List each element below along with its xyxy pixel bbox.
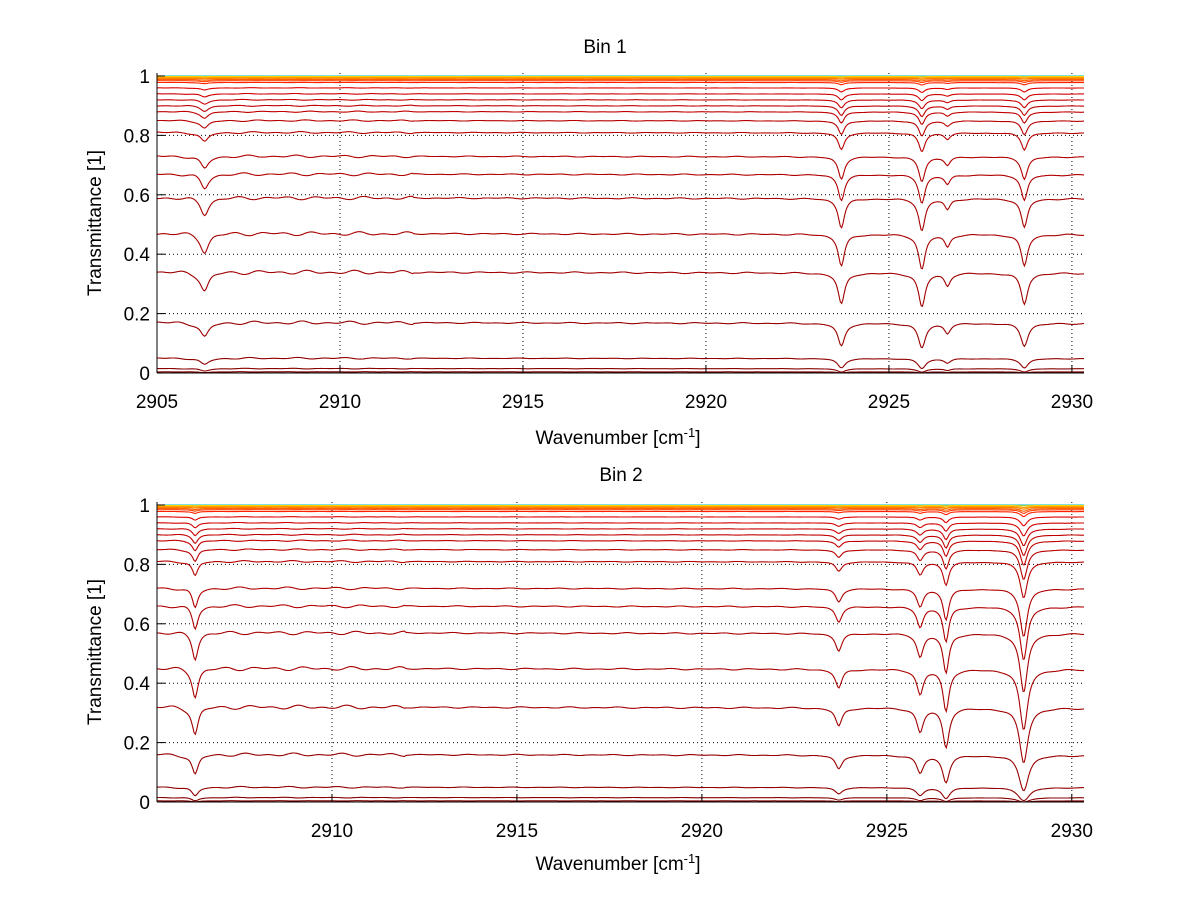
x-axis-label: Wavenumber [cm-1] (535, 425, 700, 449)
x-axis-label: Wavenumber [cm-1] (535, 851, 700, 875)
x-tick-label: 2910 (311, 821, 353, 842)
grid (157, 73, 1084, 373)
series-line (157, 667, 1084, 730)
series-line (157, 82, 1084, 85)
series-line (157, 99, 1084, 108)
axes: 2905 2910 2915 2920 2925 2930 0 0.2 0.4 0.6 0.8 1 (124, 67, 1093, 413)
x-tick-label: 2910 (319, 392, 361, 413)
x-tick-label: 2925 (866, 821, 908, 842)
x-tick-label: 2915 (502, 392, 544, 413)
x-axis-label-main: Wavenumber [cm (535, 428, 683, 449)
x-tick-label: 2930 (1051, 821, 1093, 842)
panel-bin-1: Bin 1 Transmittance [1] Wavenumber [cm-1… (85, 37, 1093, 449)
series-line (157, 753, 1084, 790)
series-line (157, 517, 1084, 526)
y-tick-label: 1 (139, 67, 150, 88)
x-tick-label: 2905 (136, 392, 178, 413)
series-group (157, 505, 1084, 802)
series-line (157, 120, 1084, 136)
y-tick-label: 0.6 (124, 186, 150, 207)
series-line (157, 111, 1084, 124)
y-tick-label: 0.4 (124, 674, 151, 695)
y-tick-label: 0.8 (124, 555, 150, 576)
series-line (157, 605, 1084, 660)
y-tick-label: 1 (139, 496, 150, 517)
series-line (157, 587, 1084, 636)
chart-title: Bin 2 (599, 465, 642, 486)
series-line (157, 357, 1084, 368)
series-line (157, 549, 1084, 579)
series-line (157, 270, 1084, 306)
x-tick-label: 2915 (496, 821, 538, 842)
series-line (157, 321, 1084, 348)
y-axis-label: Transmittance [1] (85, 579, 106, 725)
x-tick-label: 2930 (1051, 392, 1093, 413)
series-line (157, 534, 1084, 555)
chart-title: Bin 1 (583, 37, 626, 58)
y-tick-label: 0 (139, 793, 150, 814)
series-line (157, 88, 1084, 93)
x-axis-label-main: Wavenumber [cm (535, 854, 683, 875)
series-group (157, 76, 1084, 373)
x-tick-label: 2920 (681, 821, 723, 842)
y-axis-label: Transmittance [1] (85, 150, 106, 296)
y-tick-label: 0.6 (124, 615, 150, 636)
y-tick-label: 0 (139, 364, 150, 385)
series-line (157, 196, 1084, 230)
x-axis-label-end: ] (695, 428, 700, 449)
x-axis-label-sup: -1 (684, 425, 696, 440)
y-tick-label: 0.4 (124, 245, 151, 266)
x-tick-label: 2920 (685, 392, 727, 413)
y-tick-label: 0.2 (124, 305, 150, 326)
y-tick-label: 0.2 (124, 734, 150, 755)
y-tick-label: 0.8 (124, 126, 150, 147)
series-line (157, 132, 1084, 152)
series-line (157, 155, 1084, 181)
series-line (157, 232, 1084, 269)
x-axis-label-sup: -1 (684, 851, 696, 866)
x-tick-label: 2925 (868, 392, 910, 413)
x-axis-label-end: ] (695, 854, 700, 875)
panel-bin-2: Bin 2 Transmittance [1] Wavenumber [cm-1… (85, 465, 1093, 875)
